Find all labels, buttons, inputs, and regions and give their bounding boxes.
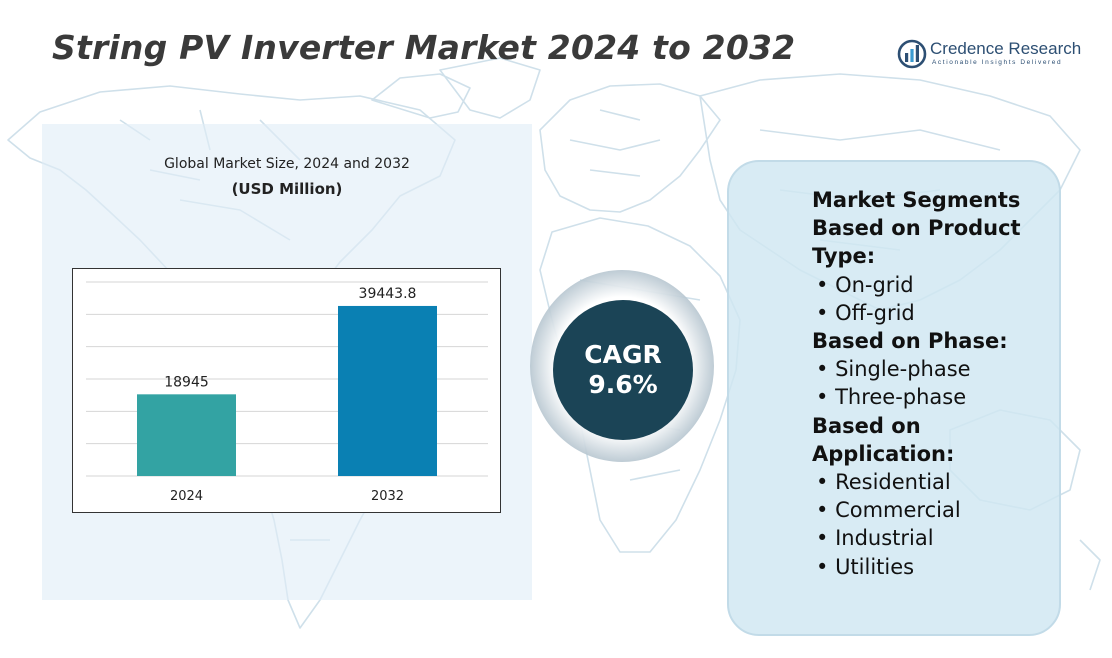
segment-group-header: Based on Phase:: [812, 329, 1008, 354]
brand-name: Credence Research: [930, 39, 1082, 58]
market-size-bar-chart: 18945 2024 39443.8 2032: [72, 268, 501, 513]
segments-heading: Market Segments: [812, 188, 1021, 212]
cagr-badge: CAGR 9.6%: [553, 300, 693, 440]
chart-unit: (USD Million): [231, 180, 343, 198]
category-label: 2032: [371, 489, 404, 504]
cagr-value: 9.6%: [588, 370, 658, 399]
segment-group-header: Based on Application:: [812, 413, 955, 466]
page-title: String PV Inverter Market 2024 to 2032: [52, 28, 796, 67]
segments-list: Market Segments Based on Product Type: •…: [812, 186, 1052, 581]
segment-item: • Commercial: [816, 498, 961, 523]
segment-item: • Utilities: [816, 554, 915, 579]
segment-item: • Industrial: [816, 526, 934, 551]
cagr-label: CAGR: [584, 340, 662, 369]
segment-item: • Three-phase: [816, 385, 967, 410]
brand-logo: Credence Research Actionable Insights De…: [896, 36, 1086, 72]
segment-item: • Off-grid: [816, 300, 915, 325]
segment-group-header: Based on Product Type:: [812, 216, 1021, 269]
brand-tagline: Actionable Insights Delivered: [932, 59, 1063, 66]
bar-2024: [137, 394, 236, 476]
chart-caption: Global Market Size, 2024 and 2032: [164, 156, 410, 172]
bar-value-label: 39443.8: [359, 286, 417, 302]
segment-item: • Single-phase: [816, 357, 971, 382]
bar-value-label: 18945: [164, 374, 209, 390]
segment-item: • On-grid: [816, 272, 914, 297]
bar-2032: [338, 305, 437, 476]
segments-panel: [727, 160, 1061, 636]
bar-chart-logo-icon: [897, 39, 927, 69]
segment-item: • Residential: [816, 470, 951, 495]
category-label: 2024: [170, 489, 203, 504]
